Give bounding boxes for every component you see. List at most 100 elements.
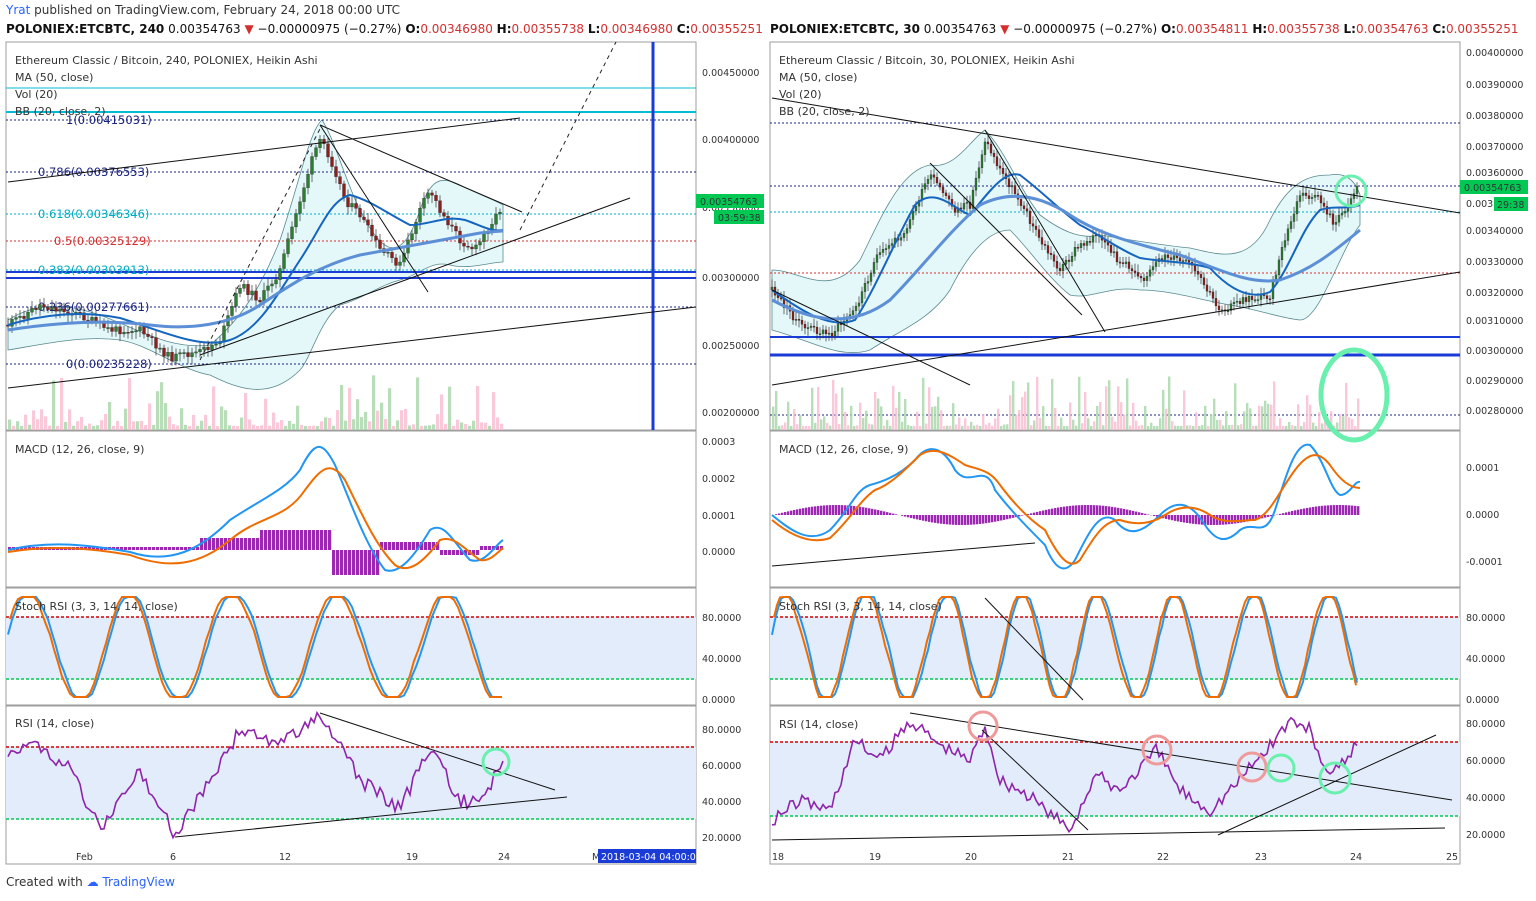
macd-histogram-bar (296, 530, 300, 550)
macd-histogram-bar (1003, 515, 1006, 520)
volume-bar (973, 425, 976, 430)
macd-histogram-bar (308, 530, 312, 550)
volume-bar (120, 425, 124, 430)
volume-bar (376, 410, 380, 430)
volume-bar (388, 388, 392, 430)
volume-bar (1228, 425, 1231, 430)
candle-body (1286, 228, 1290, 241)
candle-body (1055, 261, 1059, 269)
macd-histogram-bar (1090, 505, 1093, 515)
volume-bar (835, 393, 838, 430)
macd-histogram-bar (312, 530, 316, 550)
macd-histogram-bar (132, 547, 136, 550)
candle-body (1325, 206, 1329, 215)
candle-body (38, 304, 42, 310)
candle-body (815, 326, 819, 334)
left-price-pane[interactable] (5, 41, 697, 431)
axis-tick: 80.0000 (1466, 613, 1505, 624)
candle-body (938, 182, 942, 188)
candle-body (434, 195, 438, 201)
macd-histogram-bar (88, 547, 92, 550)
macd-histogram-bar (1108, 506, 1111, 515)
right-chart[interactable]: Ethereum Classic / Bitcoin, 30, POLONIEX… (769, 41, 1528, 865)
candle-body (494, 213, 498, 225)
macd-histogram-bar (1303, 508, 1306, 515)
right-stoch-trendline (984, 597, 1084, 701)
macd-histogram-bar (420, 542, 424, 550)
axis-tick: 80.0000 (702, 613, 741, 624)
macd-histogram-bar (276, 530, 280, 550)
macd-histogram-bar (480, 546, 484, 550)
volume-bar (372, 375, 376, 430)
volume-bar (1195, 412, 1198, 430)
author-link[interactable]: Yrat (6, 3, 31, 17)
macd-histogram-bar (176, 547, 180, 550)
right-rsi-band (770, 742, 1460, 816)
axis-tick: 0.00290000 (1466, 376, 1523, 387)
candle-body (932, 174, 936, 178)
macd-histogram-bar (799, 508, 802, 515)
volume-bar (1144, 405, 1147, 430)
macd-histogram-bar (1270, 515, 1273, 517)
candle-body (872, 262, 876, 274)
volume-bar (272, 412, 276, 430)
macd-histogram-bar (859, 506, 862, 515)
left-chart[interactable]: 1(0.00415031) 0.786(0.00376553) 0.618(0.… (5, 41, 764, 865)
macd-histogram-bar (1018, 515, 1021, 517)
volume-bar (188, 425, 192, 430)
right-macd-axis: 0.0001 0.0000 -0.0001 (1466, 463, 1503, 568)
macd-histogram-bar (280, 530, 284, 550)
candle-body (1046, 245, 1050, 254)
volume-bar (184, 424, 188, 430)
volume-bar (456, 419, 460, 430)
macd-histogram-bar (1045, 509, 1048, 515)
volume-bar (228, 425, 232, 430)
candle-body (803, 324, 807, 329)
macd-histogram-bar (1132, 510, 1135, 515)
macd-histogram-bar (901, 515, 904, 516)
macd-histogram-bar (356, 550, 360, 575)
candle-body (322, 139, 326, 144)
volume-bar (868, 423, 871, 430)
volume-bar (1294, 425, 1297, 430)
candle-body (890, 243, 894, 246)
left-stoch-k (7, 596, 500, 698)
candle-body (818, 333, 822, 335)
candle-body (498, 211, 502, 215)
volume-bar (344, 420, 348, 430)
volume-bar (1108, 380, 1111, 430)
macd-histogram-bar (404, 542, 408, 550)
volume-bar (1327, 425, 1330, 430)
candle-body (90, 317, 94, 321)
volume-bar (140, 420, 144, 430)
right-c-label: C: (1432, 22, 1446, 36)
candle-body (1208, 291, 1212, 293)
volume-bar (814, 422, 817, 430)
volume-bar (823, 416, 826, 430)
candle-body (198, 349, 202, 353)
right-open: 0.00354811 (1175, 22, 1249, 36)
candle-body (1352, 193, 1356, 199)
volume-bar (92, 425, 96, 430)
left-c-label: C: (676, 22, 691, 36)
macd-histogram-bar (244, 538, 248, 550)
volume-bar (156, 391, 160, 430)
candle-body (1322, 202, 1326, 207)
right-time-badge-text: 29:38 (1497, 200, 1524, 211)
volume-bar (1189, 425, 1192, 430)
volume-bar (68, 409, 72, 430)
macd-histogram-bar (140, 547, 144, 550)
candle-body (150, 336, 154, 338)
volume-bar (994, 418, 997, 430)
macd-histogram-bar (304, 530, 308, 550)
volume-bar (790, 425, 793, 430)
candle-body (1019, 199, 1023, 206)
macd-histogram-bar (424, 542, 428, 550)
macd-histogram-bar (1198, 515, 1201, 525)
volume-bar (1264, 400, 1267, 430)
macd-histogram-bar (328, 530, 332, 550)
tradingview-link[interactable]: TradingView (102, 875, 175, 889)
macd-histogram-bar (940, 515, 943, 524)
volume-bar (1246, 402, 1249, 430)
